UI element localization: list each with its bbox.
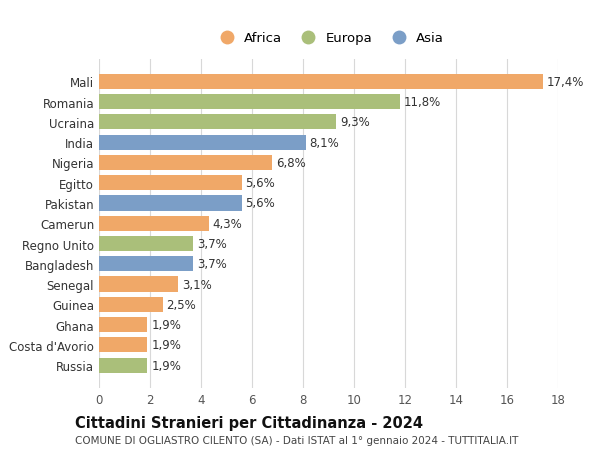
Bar	[99, 135, 305, 151]
Text: 11,8%: 11,8%	[404, 96, 441, 109]
Text: 8,1%: 8,1%	[310, 136, 339, 149]
Text: Cittadini Stranieri per Cittadinanza - 2024: Cittadini Stranieri per Cittadinanza - 2…	[75, 415, 423, 430]
Text: 6,8%: 6,8%	[276, 157, 306, 169]
Bar	[99, 277, 178, 292]
Text: 2,5%: 2,5%	[167, 298, 196, 311]
Bar	[99, 95, 400, 110]
Bar	[99, 75, 543, 90]
Bar	[99, 257, 193, 272]
Text: 3,1%: 3,1%	[182, 278, 212, 291]
Bar	[99, 317, 148, 332]
Text: 3,7%: 3,7%	[197, 237, 227, 251]
Text: 5,6%: 5,6%	[245, 197, 275, 210]
Bar	[99, 337, 148, 353]
Bar	[99, 236, 193, 252]
Bar	[99, 196, 242, 211]
Text: 17,4%: 17,4%	[547, 76, 584, 89]
Text: 1,9%: 1,9%	[151, 339, 181, 352]
Bar	[99, 216, 209, 231]
Text: 9,3%: 9,3%	[340, 116, 370, 129]
Bar	[99, 156, 272, 171]
Text: COMUNE DI OGLIASTRO CILENTO (SA) - Dati ISTAT al 1° gennaio 2024 - TUTTITALIA.IT: COMUNE DI OGLIASTRO CILENTO (SA) - Dati …	[75, 435, 518, 445]
Legend: Africa, Europa, Asia: Africa, Europa, Asia	[208, 27, 449, 50]
Text: 4,3%: 4,3%	[212, 217, 242, 230]
Bar	[99, 297, 163, 312]
Bar	[99, 115, 336, 130]
Bar	[99, 358, 148, 373]
Text: 1,9%: 1,9%	[151, 359, 181, 372]
Text: 5,6%: 5,6%	[245, 177, 275, 190]
Bar	[99, 176, 242, 191]
Text: 3,7%: 3,7%	[197, 258, 227, 271]
Text: 1,9%: 1,9%	[151, 319, 181, 331]
